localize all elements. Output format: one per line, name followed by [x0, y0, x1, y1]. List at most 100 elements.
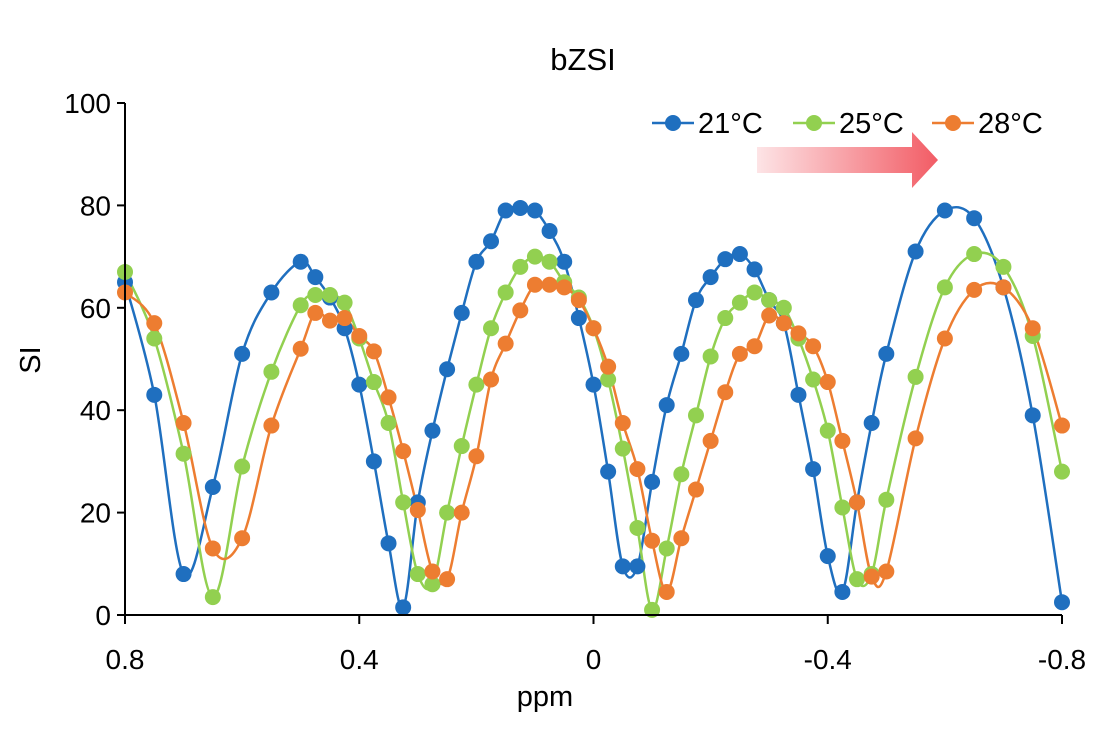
y-tick-label: 60: [80, 293, 111, 324]
data-point: [409, 566, 426, 583]
data-point: [702, 432, 719, 449]
data-point: [907, 368, 924, 385]
data-point: [790, 325, 807, 342]
data-point: [512, 258, 529, 275]
data-point: [819, 374, 836, 391]
data-point: [175, 415, 192, 431]
data-point: [307, 304, 324, 321]
data-point: [351, 327, 368, 344]
data-point: [717, 310, 734, 327]
data-point: [966, 210, 983, 227]
data-point: [717, 384, 734, 401]
data-point: [453, 304, 470, 321]
data-point: [644, 601, 661, 618]
data-point: [687, 407, 704, 424]
legend-label: 21°C: [698, 108, 763, 140]
data-point: [234, 530, 251, 547]
data-point: [570, 310, 587, 327]
data-point: [614, 415, 631, 431]
data-point: [395, 494, 412, 511]
data-point: [453, 438, 470, 455]
data-point: [512, 302, 529, 319]
series-1-points: [117, 246, 1070, 618]
x-tick-label: 0.8: [106, 644, 145, 675]
data-point: [834, 583, 851, 600]
data-point: [556, 279, 573, 296]
data-point: [526, 248, 543, 265]
data-point: [204, 540, 221, 557]
data-point: [731, 246, 748, 263]
data-point: [995, 258, 1012, 275]
data-point: [600, 358, 617, 375]
data-point: [1024, 320, 1041, 337]
data-point: [775, 315, 792, 332]
data-point: [292, 340, 309, 357]
data-point: [321, 312, 338, 329]
data-point: [146, 386, 163, 403]
data-point: [439, 361, 456, 378]
legend: 21°C 25°C 28°C: [652, 108, 1043, 140]
data-point: [468, 253, 485, 270]
data-point: [321, 287, 338, 303]
legend-label: 25°C: [839, 108, 904, 140]
chart-title: bZSI: [550, 42, 615, 77]
data-point: [761, 307, 778, 324]
data-point: [936, 202, 953, 219]
x-tick-label: -0.8: [1038, 644, 1086, 675]
data-point: [702, 269, 719, 286]
data-point: [878, 563, 895, 580]
data-point: [146, 315, 163, 332]
data-point: [380, 535, 397, 552]
data-point: [687, 292, 704, 309]
legend-marker: [665, 115, 681, 131]
data-point: [351, 376, 368, 393]
data-point: [292, 297, 309, 314]
data-point: [556, 253, 573, 270]
series-layer: [117, 199, 1070, 618]
data-point: [658, 540, 675, 557]
data-point: [497, 202, 514, 219]
data-point: [497, 284, 514, 301]
data-point: [936, 279, 953, 296]
y-tick-label: 100: [64, 88, 111, 119]
series-0: [123, 205, 1064, 609]
data-point: [483, 320, 500, 337]
data-point: [424, 422, 441, 439]
legend-marker: [945, 115, 961, 131]
data-point: [424, 576, 441, 593]
data-point: [336, 310, 353, 327]
data-point: [673, 530, 690, 547]
data-point: [805, 371, 822, 388]
data-point: [907, 430, 924, 447]
x-tick-label: 0.4: [340, 644, 379, 675]
data-point: [468, 448, 485, 465]
data-point: [234, 345, 251, 362]
data-point: [263, 363, 280, 380]
data-point: [878, 491, 895, 508]
shift-arrow: [757, 132, 938, 188]
data-point: [629, 558, 646, 575]
data-point: [439, 571, 456, 588]
data-point: [453, 504, 470, 521]
data-point: [380, 415, 397, 431]
data-point: [907, 243, 924, 260]
data-point: [629, 461, 646, 478]
data-point: [849, 494, 866, 511]
data-point: [395, 443, 412, 460]
data-point: [204, 589, 221, 606]
data-point: [600, 463, 617, 480]
series-2-points: [117, 276, 1070, 600]
data-point: [395, 599, 412, 616]
data-point: [526, 276, 543, 293]
data-point: [761, 292, 778, 309]
data-point: [673, 345, 690, 362]
data-point: [775, 299, 792, 316]
data-point: [526, 202, 543, 219]
data-point: [966, 246, 983, 263]
series-1: [123, 251, 1064, 612]
data-point: [863, 568, 880, 585]
data-point: [365, 343, 382, 360]
y-tick-label: 40: [80, 395, 111, 426]
data-point: [541, 253, 558, 270]
